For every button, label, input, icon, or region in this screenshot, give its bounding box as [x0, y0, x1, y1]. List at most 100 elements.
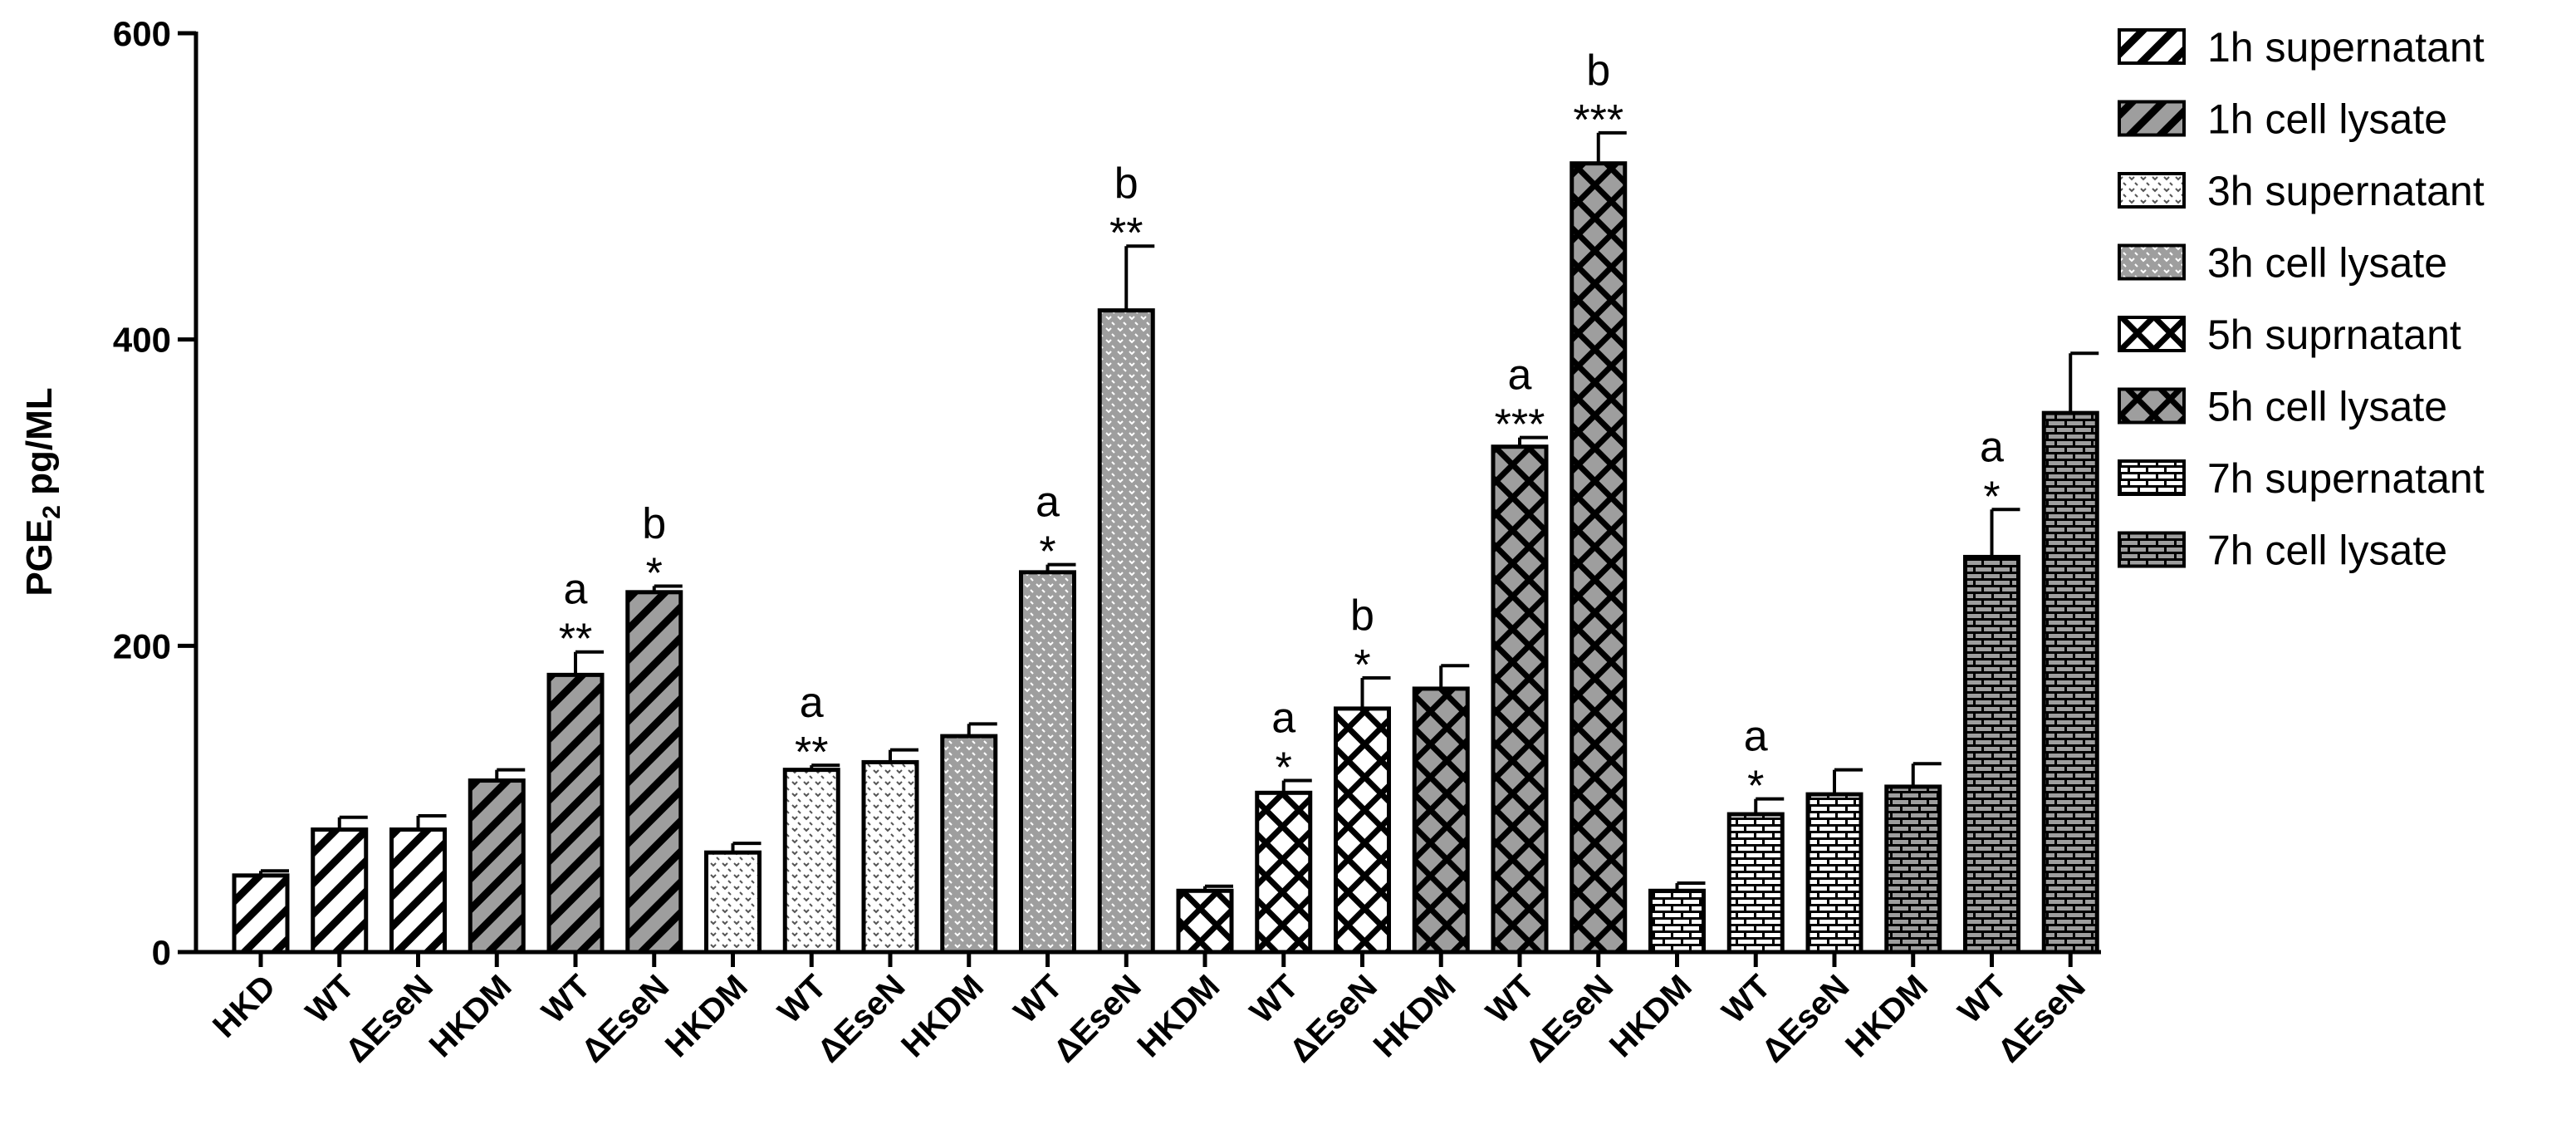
legend-swatch	[2118, 316, 2186, 352]
x-tick-label: WT	[535, 968, 597, 1030]
group-letter: a	[564, 566, 588, 614]
bar	[1570, 161, 1628, 955]
bar	[1412, 686, 1470, 955]
x-tick-label: ΔEseN	[811, 968, 912, 1069]
x-tick-label: ΔEseN	[339, 968, 440, 1069]
y-tick-label: 200	[113, 626, 171, 665]
significance-stars: *	[1039, 528, 1055, 577]
legend: 1h supernatant 1h cell lysate 3h supernata…	[2118, 24, 2485, 574]
bars	[232, 161, 2099, 955]
x-tick-label: HKDM	[894, 968, 991, 1064]
bar	[1255, 790, 1313, 955]
bar	[468, 778, 526, 955]
y-tick-label: 600	[113, 14, 171, 53]
bar	[1334, 706, 1391, 955]
group-letter: a	[1036, 479, 1060, 527]
x-tick-label: ΔEseN	[1283, 968, 1384, 1069]
legend-swatch	[2118, 100, 2186, 137]
y-axis-label: PGE2 pg/ML	[19, 387, 66, 596]
legend-label: 3h cell lysate	[2207, 240, 2447, 287]
x-tick-label: HKDM	[659, 968, 755, 1064]
y-axis-label-units: pg/ML	[19, 387, 60, 505]
bar	[311, 827, 369, 955]
significance-annotations: **a *b**a*a**b*a*b***a***b*a*a	[559, 47, 2004, 811]
bar	[1019, 570, 1076, 955]
x-tick-label: ΔEseN	[1519, 968, 1620, 1069]
legend-swatch	[2118, 531, 2186, 568]
x-tick-label: HKDM	[1130, 968, 1227, 1064]
x-tick-label: ΔEseN	[1046, 968, 1148, 1069]
bar	[1884, 784, 1942, 955]
bar	[940, 734, 998, 955]
significance-stars: ***	[1495, 401, 1545, 449]
bar	[625, 590, 683, 955]
bar	[861, 759, 919, 955]
significance-stars: *	[646, 549, 663, 597]
bar	[2041, 410, 2099, 955]
bar	[782, 768, 840, 955]
y-tick-label: 0	[152, 933, 171, 972]
y-tick-label: 400	[113, 321, 171, 360]
group-letter: a	[1271, 695, 1295, 743]
bar	[546, 672, 605, 955]
legend-swatch	[2118, 387, 2186, 425]
bar	[704, 850, 762, 955]
significance-stars: *	[1354, 641, 1370, 690]
significance-stars: **	[559, 616, 592, 664]
bar	[1176, 888, 1234, 955]
group-letter: b	[1350, 592, 1374, 640]
legend-label: 7h cell lysate	[2207, 528, 2447, 574]
legend-swatch	[2118, 459, 2186, 496]
y-ticks: 0 200 400 600	[113, 14, 196, 972]
bar	[1097, 308, 1155, 955]
x-tick-label: WT	[1243, 968, 1305, 1030]
legend-label: 1h supernatant	[2207, 24, 2485, 71]
group-letter: b	[642, 499, 666, 547]
legend-swatch	[2118, 172, 2186, 209]
group-letter: b	[1586, 47, 1610, 95]
x-tick-label: HKD	[206, 968, 282, 1044]
bar	[1963, 554, 2020, 955]
x-tick-label: HKDM	[423, 968, 519, 1064]
group-letter: a	[1744, 713, 1768, 761]
x-tick-label: HKDM	[1367, 968, 1463, 1064]
x-tick-label: ΔEseN	[575, 968, 676, 1069]
x-tick-label: WT	[771, 968, 834, 1030]
error-bars	[259, 130, 2099, 891]
legend-label: 5h suprnatant	[2207, 312, 2461, 358]
legend-swatch	[2118, 28, 2186, 65]
legend-label: 3h supernatant	[2207, 168, 2485, 214]
x-tick-label: ΔEseN	[1991, 968, 2092, 1069]
x-tick-label: HKDM	[1839, 968, 1935, 1064]
legend-swatch	[2118, 243, 2186, 281]
x-tick-label: WT	[1716, 968, 1778, 1030]
group-letter: a	[1508, 351, 1532, 400]
bar	[389, 827, 447, 955]
group-letter: b	[1114, 160, 1139, 208]
significance-stars: *	[1747, 763, 1764, 811]
bar	[1648, 888, 1706, 955]
y-axis-label-main: PGE	[19, 519, 60, 597]
group-letter: a	[800, 679, 824, 727]
x-tick-label: HKDM	[1603, 968, 1699, 1064]
bar	[1491, 444, 1549, 955]
significance-stars: ***	[1573, 96, 1623, 145]
significance-stars: *	[1276, 744, 1292, 793]
x-tick-label: WT	[1952, 968, 2014, 1030]
x-tick-label: WT	[299, 968, 361, 1030]
significance-stars: *	[1983, 473, 2000, 521]
significance-stars: **	[1109, 209, 1143, 258]
x-tick-label: WT	[1007, 968, 1070, 1030]
legend-label: 7h supernatant	[2207, 455, 2485, 502]
x-tick-label: WT	[1479, 968, 1541, 1030]
group-letter: a	[1980, 423, 2004, 471]
legend-label: 1h cell lysate	[2207, 96, 2447, 143]
y-axis-label-subscript: 2	[38, 505, 66, 519]
bar	[1805, 792, 1863, 955]
legend-label: 5h cell lysate	[2207, 384, 2447, 430]
bar	[1726, 812, 1785, 955]
x-tick-label: ΔEseN	[1755, 968, 1856, 1069]
significance-stars: **	[795, 729, 828, 777]
